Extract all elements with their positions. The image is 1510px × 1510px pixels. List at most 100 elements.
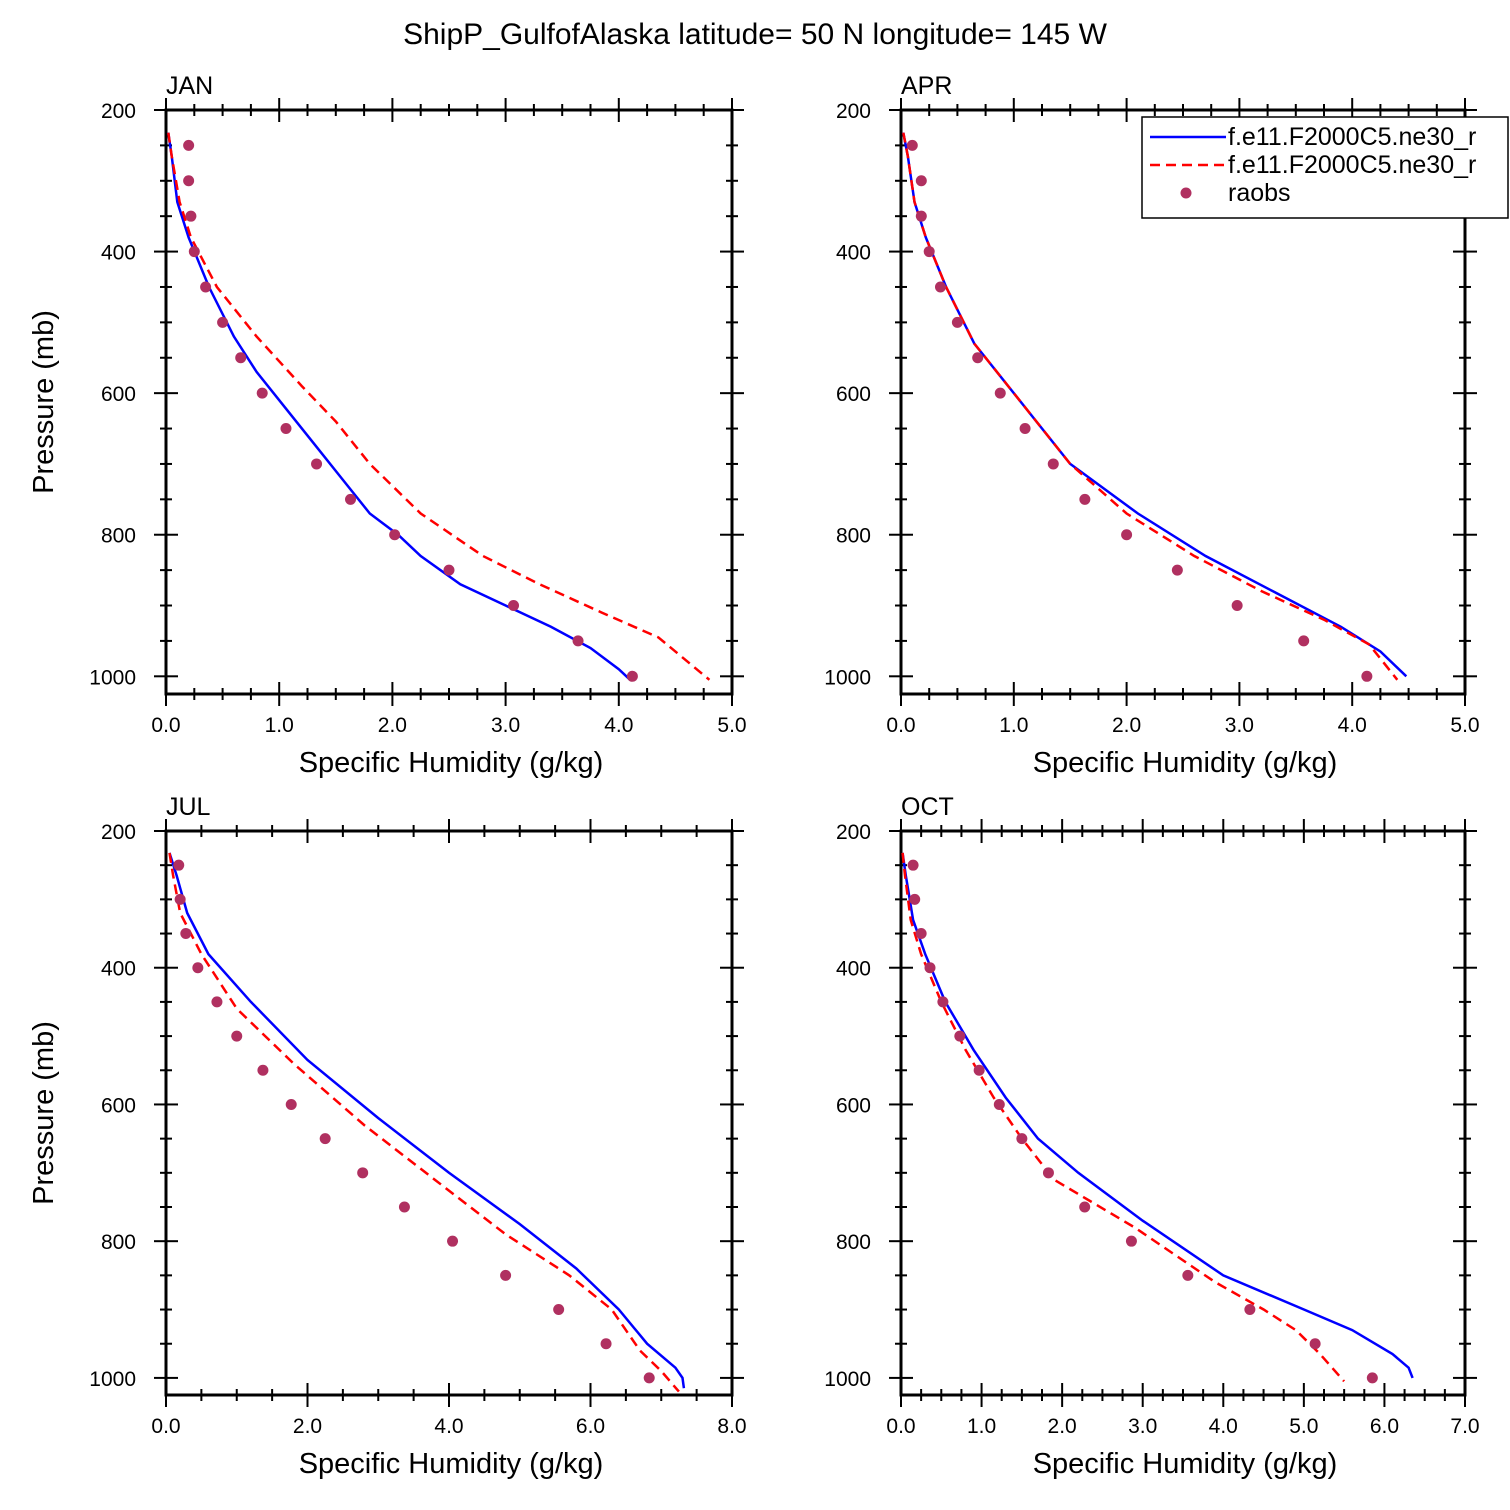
raobs-point [508, 600, 520, 612]
x-tick-label: 3.0 [1225, 714, 1254, 737]
x-tick-label: 2.0 [1112, 714, 1141, 737]
raobs-point [1361, 670, 1373, 682]
panel-apr: APR 0.0 1.0 2.0 3.0 4.0 5.0 200 400 600 800 1000 Spe… [824, 72, 1479, 779]
raobs-point [1182, 1269, 1194, 1281]
x-tick-label: 1.0 [265, 714, 294, 737]
raobs-point [217, 316, 229, 328]
raobs-point [257, 1064, 269, 1076]
legend-marker [1180, 187, 1192, 199]
raobs-point [626, 670, 638, 682]
series-line-solid [167, 132, 631, 681]
raobs-point [183, 139, 195, 151]
raobs-point [923, 246, 935, 258]
x-tick-label: 4.0 [1209, 1415, 1238, 1438]
x-tick-label: 5.0 [1450, 714, 1479, 737]
legend-label: raobs [1228, 179, 1291, 207]
x-tick-label: 4.0 [604, 714, 633, 737]
plot-frame [899, 829, 1467, 1397]
raobs-point [915, 175, 927, 187]
raobs-point [1019, 423, 1031, 435]
raobs-point [643, 1372, 655, 1384]
raobs-point [280, 423, 292, 435]
series-line-solid [901, 852, 1414, 1379]
y-tick-label: 800 [836, 525, 871, 548]
raobs-point [1121, 529, 1133, 541]
raobs-point [972, 352, 984, 364]
plot-frame [164, 829, 734, 1397]
raobs-point [937, 996, 949, 1008]
raobs-point [1231, 600, 1243, 612]
x-axis-label: Specific Humidity (g/kg) [299, 747, 604, 779]
x-tick-label: 6.0 [1370, 1415, 1399, 1438]
raobs-point [954, 1030, 966, 1042]
y-tick-label: 200 [836, 100, 871, 123]
raobs-point [211, 996, 223, 1008]
x-tick-label: 8.0 [717, 1415, 746, 1438]
raobs-point [357, 1167, 369, 1179]
raobs-point [398, 1201, 410, 1213]
raobs-point [934, 281, 946, 293]
x-tick-label: 2.0 [378, 714, 407, 737]
raobs-point [345, 493, 357, 505]
y-tick-label: 200 [836, 821, 871, 844]
x-axis-label: Specific Humidity (g/kg) [299, 1448, 604, 1480]
y-tick-label: 1000 [824, 1368, 871, 1391]
y-tick-label: 400 [101, 958, 136, 981]
legend-label: f.e11.F2000C5.ne30_r [1228, 123, 1476, 151]
y-tick-label: 1000 [824, 666, 871, 689]
raobs-point [285, 1098, 297, 1110]
raobs-point [553, 1304, 565, 1316]
x-tick-label: 0.0 [886, 1415, 915, 1438]
raobs-point [447, 1235, 459, 1247]
figure-title: ShipP_GulfofAlaska latitude= 50 N longit… [403, 18, 1107, 51]
y-tick-label: 600 [101, 383, 136, 406]
raobs-point [1244, 1304, 1256, 1316]
x-tick-label: 2.0 [1048, 1415, 1077, 1438]
y-tick-label: 400 [836, 242, 871, 265]
raobs-point [600, 1338, 612, 1350]
x-tick-label: 1.0 [967, 1415, 996, 1438]
raobs-point [1042, 1167, 1054, 1179]
raobs-point [915, 928, 927, 940]
x-tick-label: 4.0 [1338, 714, 1367, 737]
raobs-point [993, 1098, 1005, 1110]
raobs-point [500, 1269, 512, 1281]
legend-box [1141, 116, 1509, 219]
y-tick-label: 400 [101, 242, 136, 265]
x-tick-label: 0.0 [886, 714, 915, 737]
raobs-point [192, 962, 204, 974]
raobs-point [319, 1133, 331, 1145]
panel-title: JAN [166, 72, 213, 100]
raobs-point [907, 859, 919, 871]
raobs-point [1366, 1372, 1378, 1384]
x-axis-label: Specific Humidity (g/kg) [1033, 747, 1338, 779]
raobs-point [1171, 564, 1183, 576]
raobs-point [256, 387, 268, 399]
raobs-point [200, 281, 212, 293]
x-tick-label: 6.0 [576, 1415, 605, 1438]
series-line-dashed [901, 852, 1346, 1383]
legend-label: f.e11.F2000C5.ne30_r [1228, 151, 1476, 179]
raobs-point [1309, 1338, 1321, 1350]
x-tick-label: 3.0 [1128, 1415, 1157, 1438]
plot-frame [164, 108, 734, 696]
panel-title: APR [901, 72, 952, 100]
panel-title: OCT [901, 793, 954, 821]
y-tick-label: 200 [101, 100, 136, 123]
raobs-point [443, 564, 455, 576]
y-tick-label: 600 [836, 383, 871, 406]
x-tick-label: 1.0 [999, 714, 1028, 737]
raobs-point [1047, 458, 1059, 470]
panel-jan: JAN 0.0 1.0 2.0 3.0 4.0 5.0 200 400 600 800 1000 Spe… [28, 72, 747, 779]
y-tick-label: 400 [836, 958, 871, 981]
y-tick-label: 600 [836, 1094, 871, 1117]
raobs-point [915, 210, 927, 222]
raobs-point [973, 1064, 985, 1076]
raobs-point [1298, 635, 1310, 647]
x-tick-label: 7.0 [1450, 1415, 1479, 1438]
raobs-point [994, 387, 1006, 399]
y-tick-label: 200 [101, 821, 136, 844]
raobs-point [389, 529, 401, 541]
x-tick-label: 2.0 [293, 1415, 322, 1438]
